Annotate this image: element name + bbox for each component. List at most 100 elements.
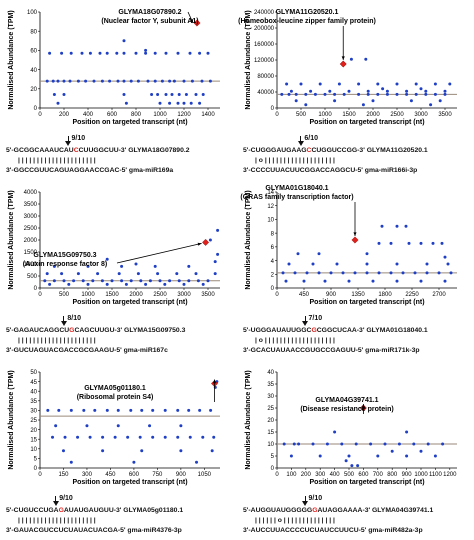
data-point [168,101,172,105]
data-point [101,449,105,453]
y-tick-label: 20 [267,418,274,424]
data-point [353,271,357,275]
data-point [213,272,217,276]
target-description: (Homeobox-leucine zipper family protein) [238,18,376,25]
data-point [361,103,365,107]
data-point [91,279,95,283]
data-point [443,255,447,259]
mirna-name: gma-miR4376-3p [125,527,182,534]
data-point [318,454,322,458]
data-point [187,408,191,412]
data-point [158,101,162,105]
data-point [448,82,452,86]
data-point [105,51,109,55]
data-point [437,271,441,275]
x-tick-label: 300 [82,472,93,478]
x-tick-label: 200 [59,112,70,118]
y-tick-label: 10 [267,442,274,448]
data-point [72,279,76,283]
data-point [369,442,373,446]
target-seq-5prime: 5'-GCGGCAAAUCAU [6,147,74,154]
data-point [304,103,308,107]
x-tick-label: 1000 [81,292,95,298]
target-gene-id: GLYMA15G09750.3 [122,327,186,334]
cleavage-nucleotide: C [306,147,312,154]
data-point [76,435,80,439]
data-point [289,454,293,458]
target-gene-label: GLYMA15G09750.3 [33,252,96,259]
target-gene-id: GLYMA01G18040.1 [364,327,428,334]
data-point [302,279,306,283]
data-point [68,79,72,83]
data-point [364,57,368,61]
x-tick-label: 800 [131,112,142,118]
data-point [184,93,188,97]
data-point [357,92,361,96]
data-point [401,271,405,275]
data-point [194,93,198,97]
data-point [383,442,387,446]
scatter-plot: 0 500 1000 1500 2000 2500 3000 3500 4000 0 500 1000… [8,190,220,306]
x-tick-label: 0 [275,472,279,478]
y-tick-label: 12 [267,204,274,210]
data-point [176,435,180,439]
mirna-alignment: 7/10 5'-UGGGAUAUUGGCGCGGCUCAA-3' GLYMA01G… [243,315,473,360]
data-point [377,271,381,275]
data-point [441,442,445,446]
y-tick-label: 45 [30,380,37,386]
data-point [113,435,117,439]
data-point [342,92,346,96]
data-point [93,408,97,412]
y-tick-label: 5 [34,457,38,463]
x-axis-title: Position on targeted transcript (nt) [72,299,187,306]
complementarity-score: 7/10 [308,315,323,322]
y-tick-label: 40 [30,68,37,74]
data-point [156,93,160,97]
x-tick-label: 1050 [198,472,212,478]
base-pairing-row: | | | | | | | | | | | | | | | | | | | | … [18,517,96,524]
data-point [405,430,409,434]
x-tick-label: 2700 [432,292,446,298]
data-point [405,89,409,93]
data-point [194,272,198,276]
x-tick-label: 150 [58,472,69,478]
data-point [431,241,435,245]
target-seq-3prime: AUAGGAAAA-3' [317,507,371,514]
x-tick-label: 700 [373,472,384,478]
data-point [385,92,389,96]
x-tick-label: 1350 [351,292,365,298]
complementarity-score: 9/10 [308,495,323,502]
data-point [419,279,423,283]
data-point [376,82,380,86]
data-point [63,435,67,439]
data-point [350,464,354,468]
data-point [414,92,418,96]
cleavage-nucleotide: G [312,507,318,514]
data-point [414,82,418,86]
data-point [144,51,148,55]
target-sequence-row: 5'-CUGUCCUGAGAUAUGAUGUU-3' GLYMA05g01180… [6,506,183,515]
data-point [347,454,351,458]
data-point [136,272,140,276]
data-point [337,82,341,86]
data-point [168,79,172,83]
data-point [287,262,291,266]
callout-arrowhead [361,404,365,408]
x-tick-label: 3000 [177,292,191,298]
data-point [144,282,148,286]
mirna-sequence: 3'-GCACUAUAACCGUGCCGAGUU-5' [243,347,364,354]
data-point [46,408,50,412]
target-gene-label: GLYMA01G18040.1 [265,185,328,192]
y-tick-label: 80 [30,29,37,35]
data-point [443,89,447,93]
y-tick-label: 0 [271,106,275,112]
data-point [340,442,344,446]
callout-arrowhead [197,242,202,246]
y-axis-title: Normalised Abundance (TPM) [8,10,15,109]
cleavage-site-arrowhead [302,501,308,506]
data-point [100,79,104,83]
data-point [404,224,408,228]
data-point [280,92,284,96]
mirna-name: gma-miR482a-3p [366,527,423,534]
data-point [424,89,428,93]
